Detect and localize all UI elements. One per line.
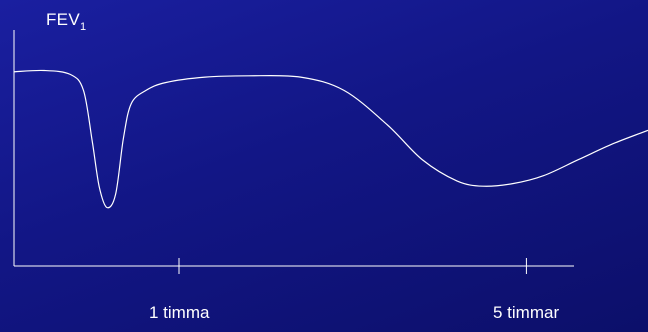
x-tick-label-5-timmar: 5 timmar: [493, 303, 560, 322]
x-ticks: [178, 258, 527, 274]
fev1-curve: [13, 69, 648, 209]
y-axis-label-subscript: 1: [79, 21, 87, 33]
y-axis-label-text: FEV: [46, 10, 80, 29]
y-axis-label: FEV1: [46, 10, 86, 33]
x-tick-label-1-timma: 1 timma: [149, 303, 210, 322]
